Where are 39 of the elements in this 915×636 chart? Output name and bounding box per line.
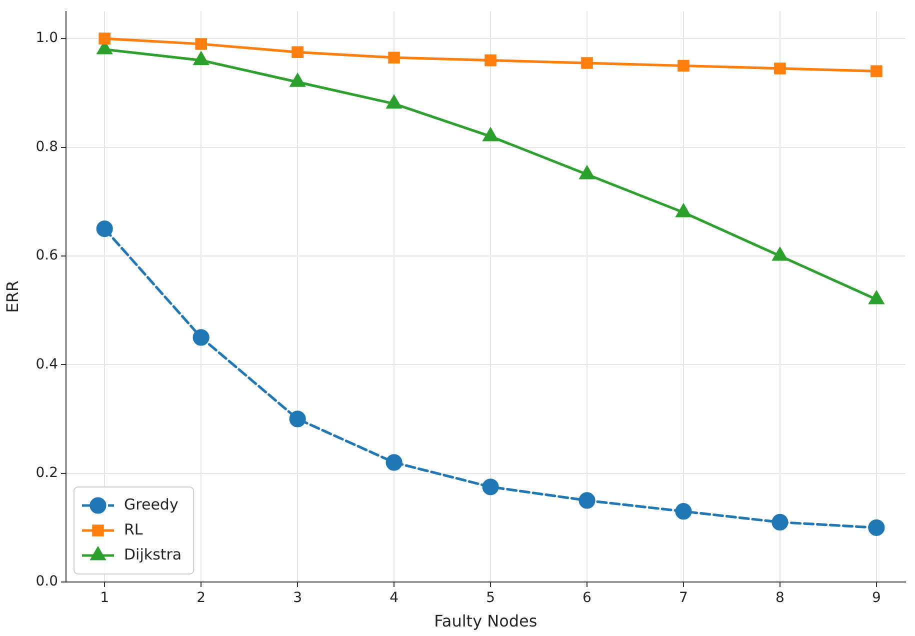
- point: [675, 503, 692, 520]
- point: [772, 514, 788, 531]
- y-tick-label: 0.6: [36, 248, 58, 264]
- y-tick-label: 1.0: [36, 30, 58, 46]
- point: [98, 32, 110, 44]
- point: [482, 478, 499, 496]
- legend-label: Greedy: [124, 495, 178, 514]
- x-tick-label: 9: [872, 590, 881, 606]
- x-axis-title: Faulty Nodes: [434, 612, 538, 631]
- point: [192, 329, 210, 346]
- legend-label: RL: [124, 520, 144, 538]
- y-axis-title: ERR: [2, 280, 22, 313]
- y-tick-label: 0.4: [36, 356, 58, 372]
- y-tick-label: 0.8: [36, 138, 58, 155]
- x-tick-label: 2: [196, 590, 206, 606]
- x-tick-label: 5: [486, 590, 495, 606]
- point: [292, 46, 304, 58]
- legend-label: Dijkstra: [124, 545, 182, 564]
- x-tick-label: 4: [390, 590, 399, 606]
- point: [388, 52, 400, 64]
- y-tick-label: 0.2: [36, 464, 58, 481]
- point: [870, 65, 882, 78]
- point: [386, 454, 402, 471]
- x-tick-label: 1: [100, 590, 110, 606]
- point: [578, 492, 596, 509]
- point: [195, 38, 207, 50]
- point: [581, 57, 593, 69]
- point: [678, 60, 690, 72]
- point: [774, 62, 786, 74]
- point: [484, 54, 496, 66]
- x-tick-label: 6: [582, 590, 592, 606]
- point: [868, 519, 885, 536]
- x-tick-label: 8: [776, 590, 784, 606]
- point: [194, 52, 208, 66]
- point: [96, 220, 113, 238]
- y-tick-label: 0.0: [36, 574, 58, 590]
- x-tick-label: 3: [293, 590, 302, 606]
- x-tick-label: 7: [679, 590, 688, 606]
- point: [289, 410, 306, 428]
